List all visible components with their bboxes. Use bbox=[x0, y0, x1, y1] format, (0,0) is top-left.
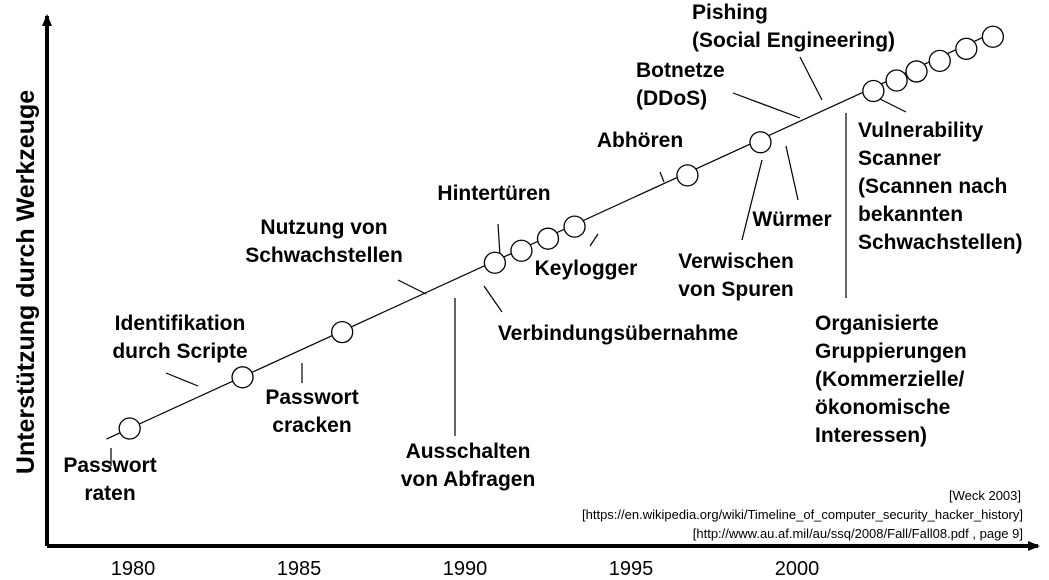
sources: [Weck 2003] [https://en.wikipedia.org/wi… bbox=[582, 488, 1023, 541]
label-verbindung: Verbindungsübernahme bbox=[498, 322, 738, 345]
x-tick-1985: 1985 bbox=[277, 558, 322, 580]
label-passwort-cracken: Passwort cracken bbox=[265, 386, 358, 437]
source-3: [http://www.au.af.mil/au/ssq/2008/Fall/F… bbox=[693, 526, 1023, 541]
label-identifikation: Identifikation durch Scripte bbox=[112, 312, 247, 363]
point-keylogger bbox=[676, 164, 699, 187]
x-tick-1995: 1995 bbox=[609, 558, 654, 580]
leader-verwischen bbox=[741, 159, 763, 241]
label-keylogger: Keylogger bbox=[535, 257, 638, 280]
point-verbindung bbox=[536, 227, 560, 250]
label-wuermer: Würmer bbox=[752, 208, 831, 231]
label-pishing: Pishing (Social Engineering) bbox=[692, 1, 895, 52]
source-2: [https://en.wikipedia.org/wiki/Timeline_… bbox=[582, 507, 1023, 522]
leader-vulnerability bbox=[877, 97, 907, 113]
point-wuermer bbox=[885, 69, 908, 92]
label-ausschalten: Ausschalten von Abfragen bbox=[401, 440, 536, 491]
x-tick-2000: 2000 bbox=[775, 558, 820, 580]
point-verwischen bbox=[862, 79, 885, 103]
point-ausschalten bbox=[510, 239, 533, 262]
source-1: [Weck 2003] bbox=[949, 488, 1021, 503]
leader-pishing bbox=[799, 56, 823, 101]
point-labels: Passwort raten Identifikation durch Scripte… bbox=[63, 1, 1022, 505]
label-nutzung-schwachstellen: Nutzung von Schwachstellen bbox=[245, 216, 403, 267]
label-verwischen: Verwischen von Spuren bbox=[678, 250, 794, 301]
label-botnetze: Botnetze (DDoS) bbox=[636, 59, 725, 110]
leader-identifikation bbox=[165, 372, 199, 387]
label-hintertueren: Hintertüren bbox=[437, 182, 550, 205]
point-passwort-raten bbox=[118, 417, 141, 440]
x-tick-1990: 1990 bbox=[443, 558, 488, 580]
x-tick-labels: 1980 1985 1990 1995 2000 bbox=[111, 558, 820, 580]
label-passwort-raten: Passwort raten bbox=[63, 454, 156, 505]
point-botnetze bbox=[905, 60, 928, 83]
point-identifikation bbox=[231, 366, 254, 389]
leader-wuermer bbox=[785, 145, 799, 201]
leader-hintertueren bbox=[497, 223, 501, 257]
label-organisierte: Organisierte Gruppierungen (Kommerzielle/ö… bbox=[815, 312, 967, 447]
leader-nutzung-schwachstellen bbox=[397, 279, 427, 295]
point-organisierte bbox=[955, 37, 978, 60]
leader-lines bbox=[110, 56, 907, 466]
leader-botnetze bbox=[732, 92, 801, 119]
point-vulnerability bbox=[981, 25, 1005, 48]
leader-verbindung bbox=[483, 285, 503, 313]
label-abhoeren: Abhören bbox=[597, 129, 683, 152]
label-vulnerability: Vulnerability Scanner (Scannen nach bekannt… bbox=[858, 119, 1023, 254]
y-axis-label: Unterstützung durch Werkzeuge bbox=[12, 90, 40, 474]
point-nutzung-schwachstellen bbox=[483, 251, 507, 274]
data-points bbox=[118, 25, 1005, 440]
x-tick-1980: 1980 bbox=[111, 558, 156, 580]
leader-keylogger bbox=[589, 233, 599, 247]
leader-abhoeren bbox=[659, 171, 665, 183]
point-pishing bbox=[928, 49, 951, 73]
point-abhoeren bbox=[749, 131, 772, 154]
point-passwort-cracken bbox=[331, 320, 354, 344]
point-hintertueren bbox=[563, 215, 586, 238]
